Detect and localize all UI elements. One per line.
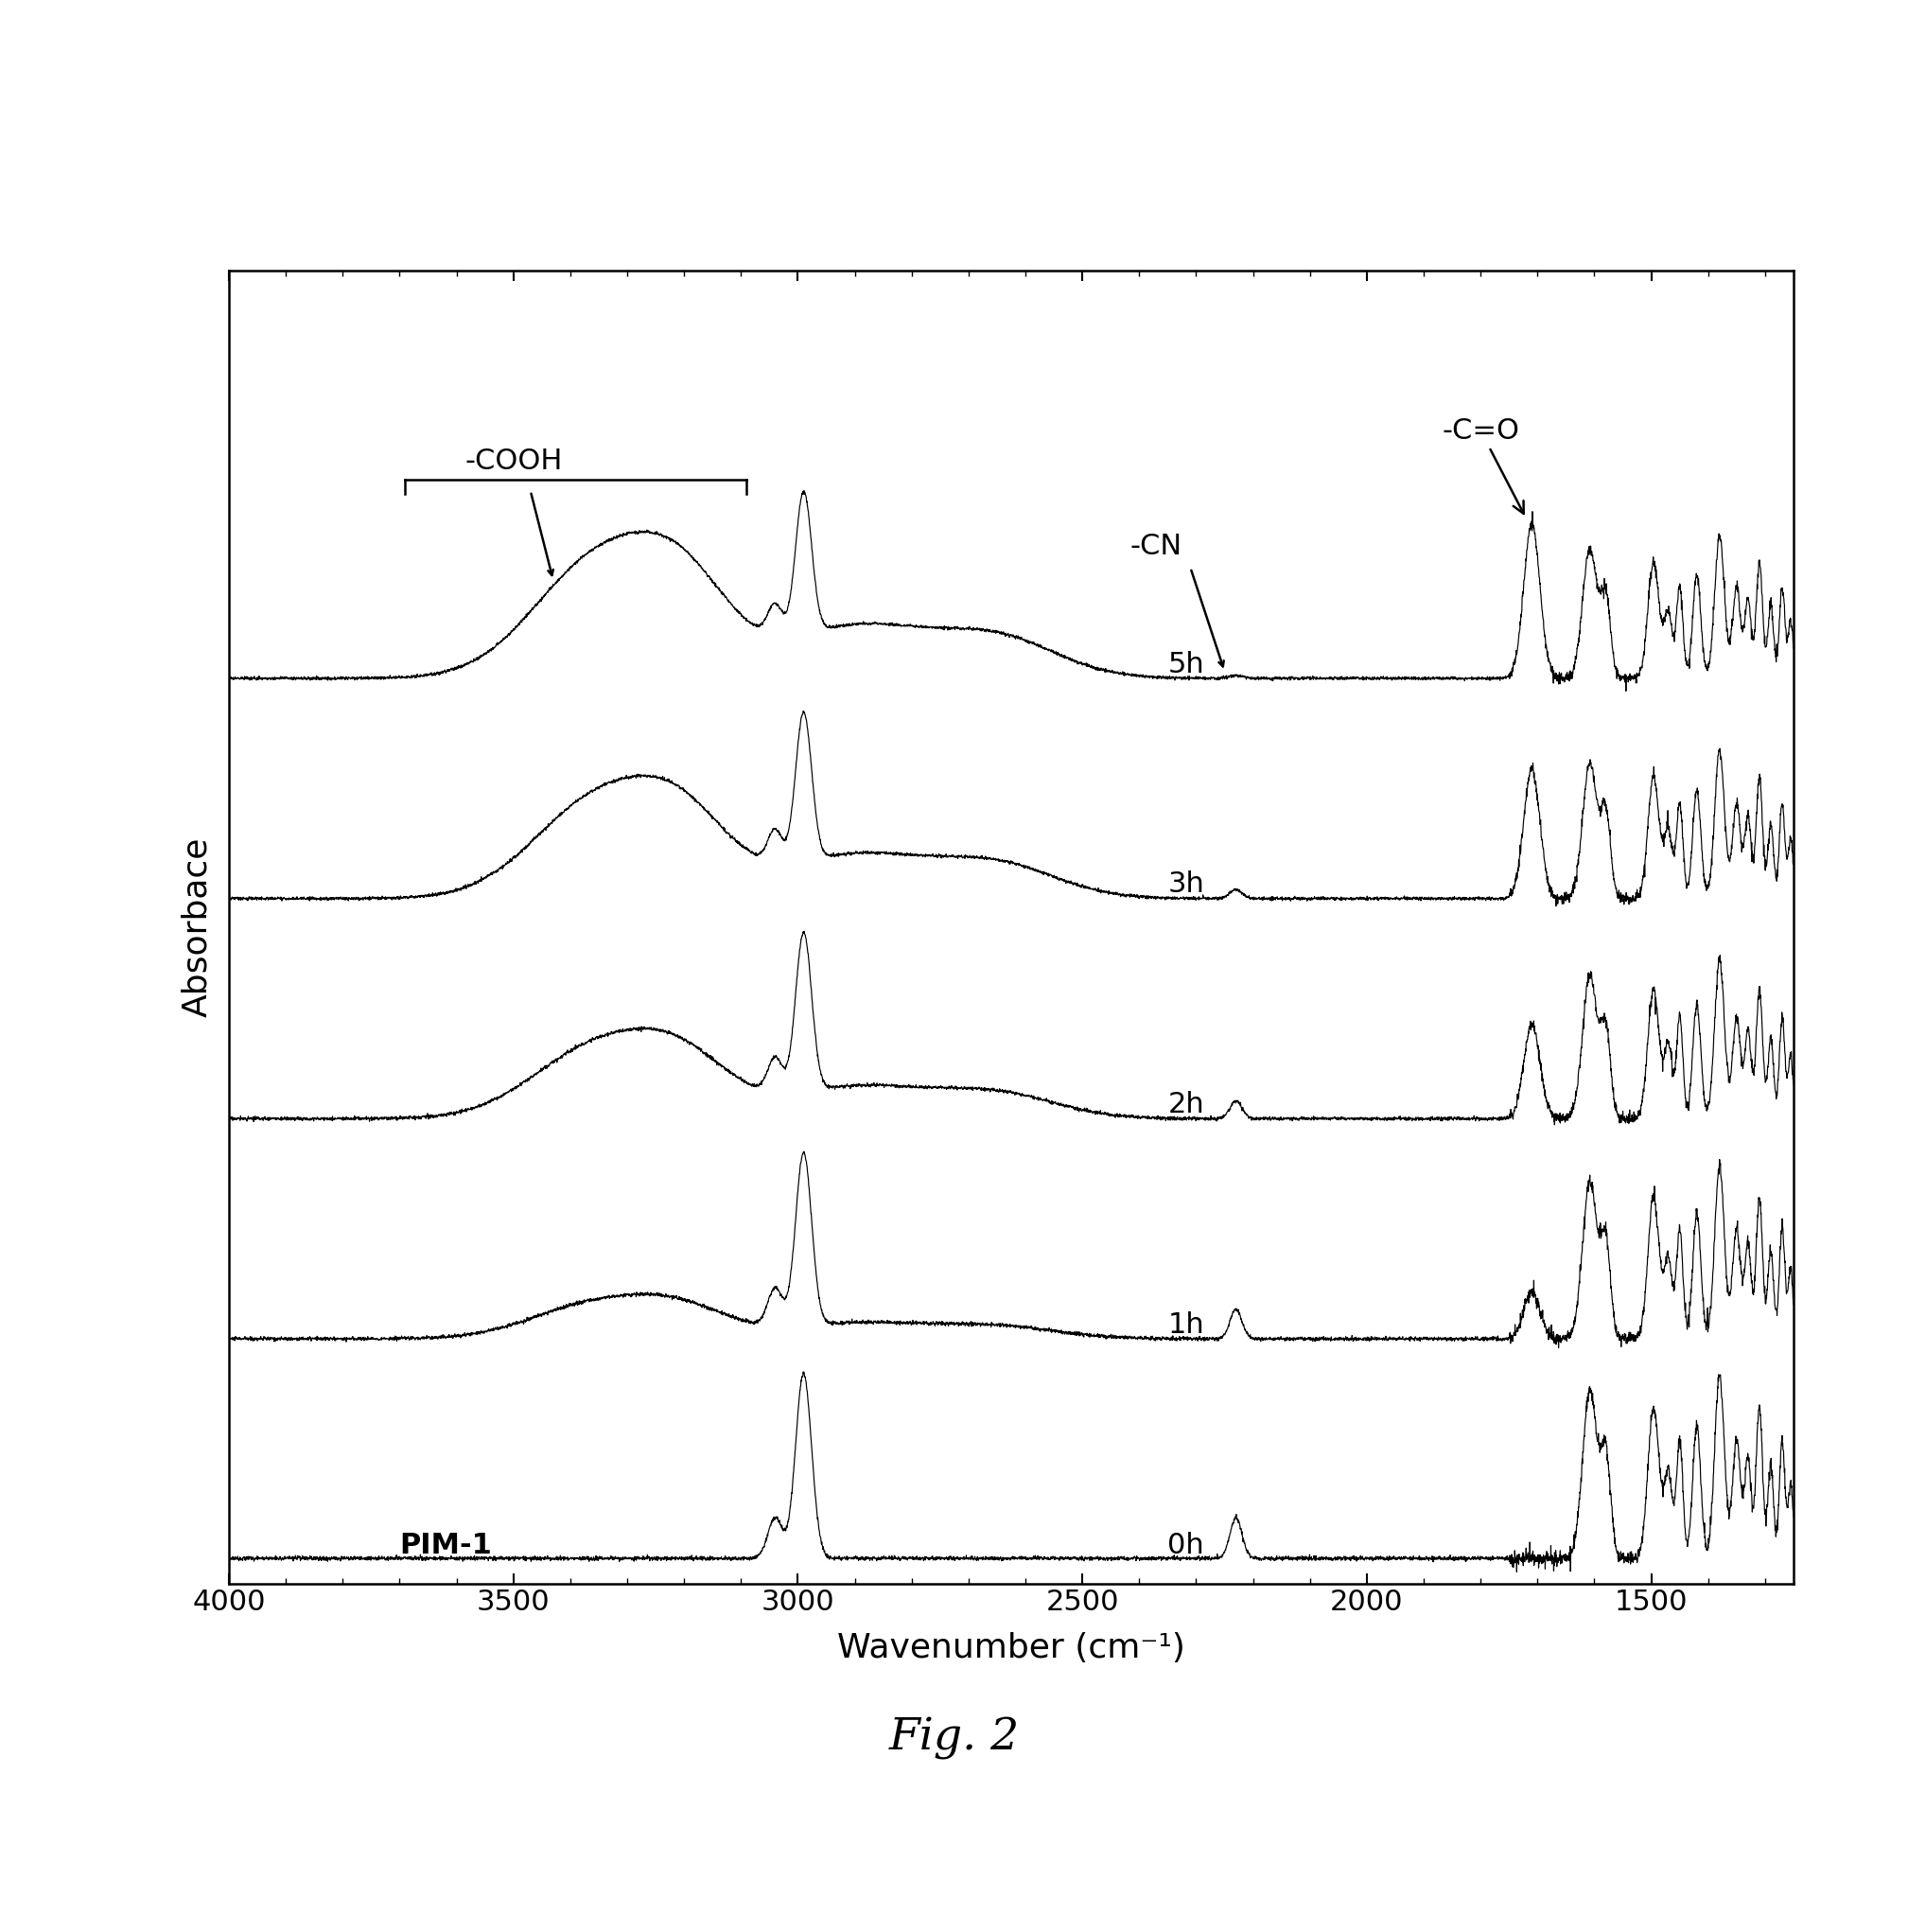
Text: -CN: -CN [1130, 533, 1183, 560]
Text: Fig. 2: Fig. 2 [889, 1718, 1019, 1760]
Text: 3h: 3h [1168, 871, 1204, 898]
Text: 1h: 1h [1168, 1312, 1204, 1339]
Text: 0h: 0h [1168, 1532, 1204, 1559]
Text: -COOH: -COOH [464, 448, 563, 475]
Text: PIM-1: PIM-1 [399, 1532, 492, 1559]
Text: 2h: 2h [1168, 1092, 1204, 1119]
X-axis label: Wavenumber (cm⁻¹): Wavenumber (cm⁻¹) [838, 1633, 1185, 1663]
Y-axis label: Absorbace: Absorbace [181, 837, 214, 1018]
Text: -C=O: -C=O [1442, 417, 1524, 514]
Text: 5h: 5h [1168, 651, 1204, 678]
